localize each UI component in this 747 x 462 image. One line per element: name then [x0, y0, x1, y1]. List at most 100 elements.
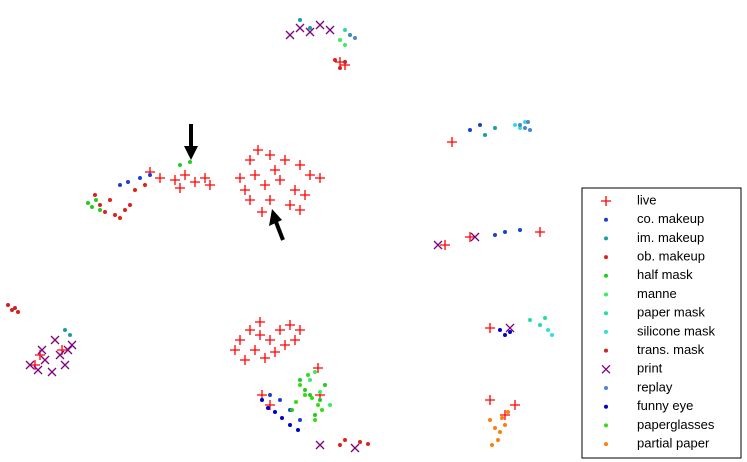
point: [118, 216, 122, 220]
point: [118, 183, 122, 187]
point: [270, 347, 280, 357]
point: [155, 173, 165, 183]
point: [148, 173, 152, 177]
point: [313, 363, 323, 373]
point: [550, 333, 554, 337]
arrow: [184, 124, 198, 160]
point: [294, 400, 298, 404]
point: [348, 33, 352, 37]
point: [240, 185, 250, 195]
point: [518, 228, 522, 232]
point: [523, 120, 527, 124]
point: [37, 345, 47, 355]
legend-marker: [601, 364, 611, 374]
legend-label: trans. mask: [637, 342, 705, 357]
point: [500, 410, 510, 420]
point: [290, 185, 300, 195]
point: [273, 410, 277, 414]
point: [523, 126, 527, 130]
point: [126, 180, 130, 184]
point: [313, 413, 317, 417]
point: [316, 403, 320, 407]
point: [546, 328, 550, 332]
point: [318, 390, 322, 394]
point: [63, 328, 67, 332]
point: [350, 443, 360, 453]
legend-marker: [604, 329, 608, 334]
point: [315, 173, 325, 183]
point: [270, 165, 280, 175]
point: [295, 205, 305, 215]
point: [178, 163, 182, 167]
point: [298, 18, 302, 22]
point: [343, 28, 347, 32]
point: [255, 317, 265, 327]
point: [496, 438, 500, 442]
point: [245, 325, 255, 335]
point: [265, 150, 275, 160]
legend-marker: [601, 196, 611, 206]
point: [280, 416, 284, 420]
point: [260, 353, 270, 363]
point: [298, 378, 302, 382]
point: [313, 418, 317, 422]
point: [338, 66, 342, 70]
point: [528, 318, 532, 322]
point: [305, 27, 315, 37]
point: [303, 388, 307, 392]
point: [313, 370, 317, 374]
point: [483, 133, 487, 137]
point: [68, 333, 72, 337]
plot-area: [6, 18, 554, 453]
point: [503, 333, 507, 337]
point: [175, 183, 185, 193]
point: [290, 335, 300, 345]
point: [180, 170, 190, 180]
point: [103, 210, 107, 214]
legend-marker: [604, 273, 608, 278]
point: [288, 423, 292, 427]
point: [305, 170, 315, 180]
point: [200, 173, 210, 183]
point: [343, 438, 347, 442]
point: [10, 308, 14, 312]
point: [275, 325, 285, 335]
point: [518, 123, 522, 127]
point: [310, 396, 314, 400]
point: [86, 201, 90, 205]
point: [328, 403, 332, 407]
point: [253, 145, 263, 155]
point: [468, 128, 472, 132]
point: [315, 440, 325, 450]
point: [98, 208, 102, 212]
legend-label: half mask: [637, 267, 693, 282]
point: [6, 303, 10, 307]
point: [13, 306, 17, 310]
point: [250, 345, 260, 355]
point: [433, 240, 443, 250]
legend-marker: [604, 348, 608, 353]
point: [503, 230, 507, 234]
point: [503, 423, 507, 427]
point: [94, 198, 98, 202]
point: [493, 426, 497, 430]
point: [353, 36, 357, 40]
point: [295, 325, 305, 335]
point: [358, 440, 362, 444]
point: [493, 126, 497, 130]
point: [47, 367, 57, 377]
legend-label: manne: [637, 286, 677, 301]
point: [235, 335, 245, 345]
legend-marker: [604, 255, 608, 260]
point: [16, 310, 20, 314]
point: [323, 383, 327, 387]
point: [478, 123, 482, 127]
point: [343, 43, 347, 47]
point: [518, 126, 522, 130]
point: [93, 193, 97, 197]
legend-marker: [604, 404, 608, 409]
point: [230, 345, 240, 355]
legend-label: paper mask: [637, 305, 705, 320]
point: [298, 383, 302, 387]
point: [296, 428, 300, 432]
